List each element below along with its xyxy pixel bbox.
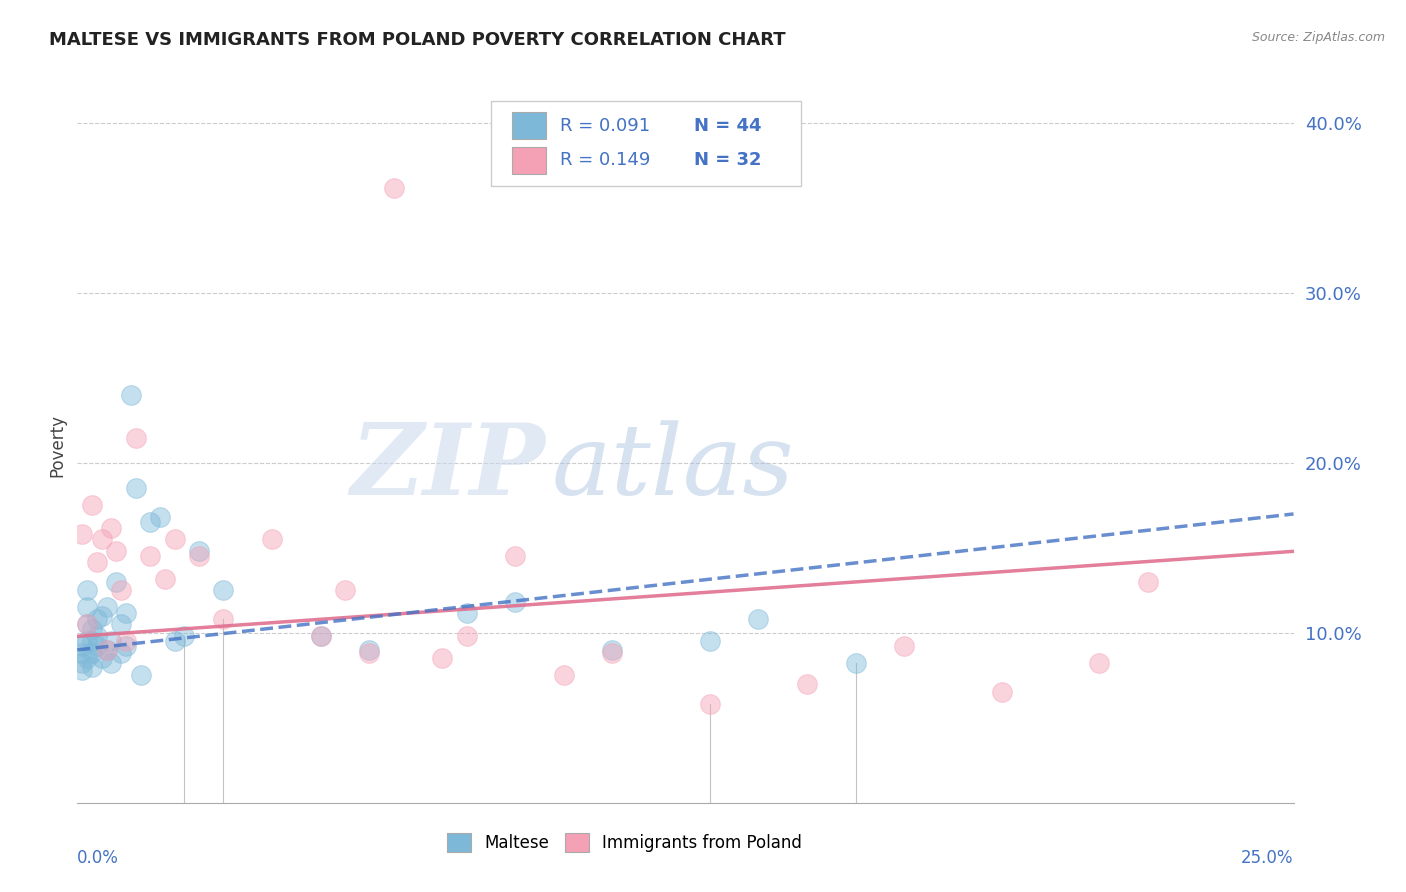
Point xyxy=(115,634,138,648)
Bar xyxy=(512,112,546,139)
Point xyxy=(90,533,112,547)
Point xyxy=(139,549,162,564)
Point xyxy=(125,482,148,496)
Point xyxy=(70,646,93,660)
Point xyxy=(110,617,132,632)
Point xyxy=(149,510,172,524)
Point xyxy=(602,646,624,660)
Point xyxy=(125,430,148,444)
Bar xyxy=(512,147,546,174)
Point xyxy=(747,612,769,626)
Point xyxy=(163,533,186,547)
Point xyxy=(115,640,138,654)
Point xyxy=(96,643,118,657)
Point xyxy=(90,651,112,665)
Point xyxy=(503,595,526,609)
Point xyxy=(602,643,624,657)
Point xyxy=(80,499,103,513)
Text: 25.0%: 25.0% xyxy=(1241,849,1294,867)
Point xyxy=(212,612,235,626)
Point xyxy=(76,600,98,615)
Point xyxy=(110,583,132,598)
Point xyxy=(105,574,128,589)
Point xyxy=(100,634,122,648)
Point xyxy=(86,629,108,643)
Point xyxy=(382,180,405,194)
Text: MALTESE VS IMMIGRANTS FROM POLAND POVERTY CORRELATION CHART: MALTESE VS IMMIGRANTS FROM POLAND POVERT… xyxy=(49,31,786,49)
Point xyxy=(86,612,108,626)
Text: N = 32: N = 32 xyxy=(695,152,762,169)
Point xyxy=(1136,574,1159,589)
Point xyxy=(110,646,132,660)
Point xyxy=(893,640,915,654)
Text: atlas: atlas xyxy=(551,420,794,515)
Point xyxy=(100,520,122,534)
Point xyxy=(120,388,142,402)
Point xyxy=(163,634,186,648)
Point xyxy=(100,657,122,671)
Point xyxy=(80,623,103,637)
Point xyxy=(188,549,211,564)
Point xyxy=(70,657,93,671)
Point xyxy=(80,646,103,660)
Point xyxy=(430,651,453,665)
Point xyxy=(990,685,1012,699)
Text: N = 44: N = 44 xyxy=(695,117,762,135)
Point xyxy=(76,651,98,665)
Point xyxy=(309,629,332,643)
Point xyxy=(70,640,93,654)
Point xyxy=(76,617,98,632)
Point xyxy=(153,572,176,586)
Legend: Maltese, Immigrants from Poland: Maltese, Immigrants from Poland xyxy=(440,826,808,859)
Point xyxy=(80,660,103,674)
Y-axis label: Poverty: Poverty xyxy=(48,415,66,477)
Point xyxy=(845,657,868,671)
Point xyxy=(309,629,332,643)
Point xyxy=(503,549,526,564)
Point xyxy=(456,629,478,643)
Text: ZIP: ZIP xyxy=(350,419,546,516)
Point xyxy=(105,544,128,558)
Point xyxy=(80,634,103,648)
Point xyxy=(212,583,235,598)
Point xyxy=(76,617,98,632)
Point xyxy=(96,643,118,657)
FancyBboxPatch shape xyxy=(491,102,801,186)
Point xyxy=(139,516,162,530)
Text: R = 0.149: R = 0.149 xyxy=(560,152,651,169)
Point xyxy=(188,544,211,558)
Point xyxy=(70,527,93,541)
Point xyxy=(260,533,283,547)
Point xyxy=(553,668,575,682)
Point xyxy=(129,668,152,682)
Point xyxy=(96,600,118,615)
Point xyxy=(115,606,138,620)
Text: Source: ZipAtlas.com: Source: ZipAtlas.com xyxy=(1251,31,1385,45)
Point xyxy=(76,634,98,648)
Point xyxy=(359,643,381,657)
Point xyxy=(796,677,818,691)
Text: 0.0%: 0.0% xyxy=(77,849,120,867)
Point xyxy=(90,608,112,623)
Point xyxy=(76,583,98,598)
Point xyxy=(699,698,721,712)
Point xyxy=(456,606,478,620)
Point xyxy=(70,663,93,677)
Point xyxy=(333,583,356,598)
Text: R = 0.091: R = 0.091 xyxy=(560,117,651,135)
Point xyxy=(1088,657,1111,671)
Point xyxy=(86,555,108,569)
Point xyxy=(173,629,195,643)
Point xyxy=(699,634,721,648)
Point xyxy=(86,640,108,654)
Point xyxy=(359,646,381,660)
